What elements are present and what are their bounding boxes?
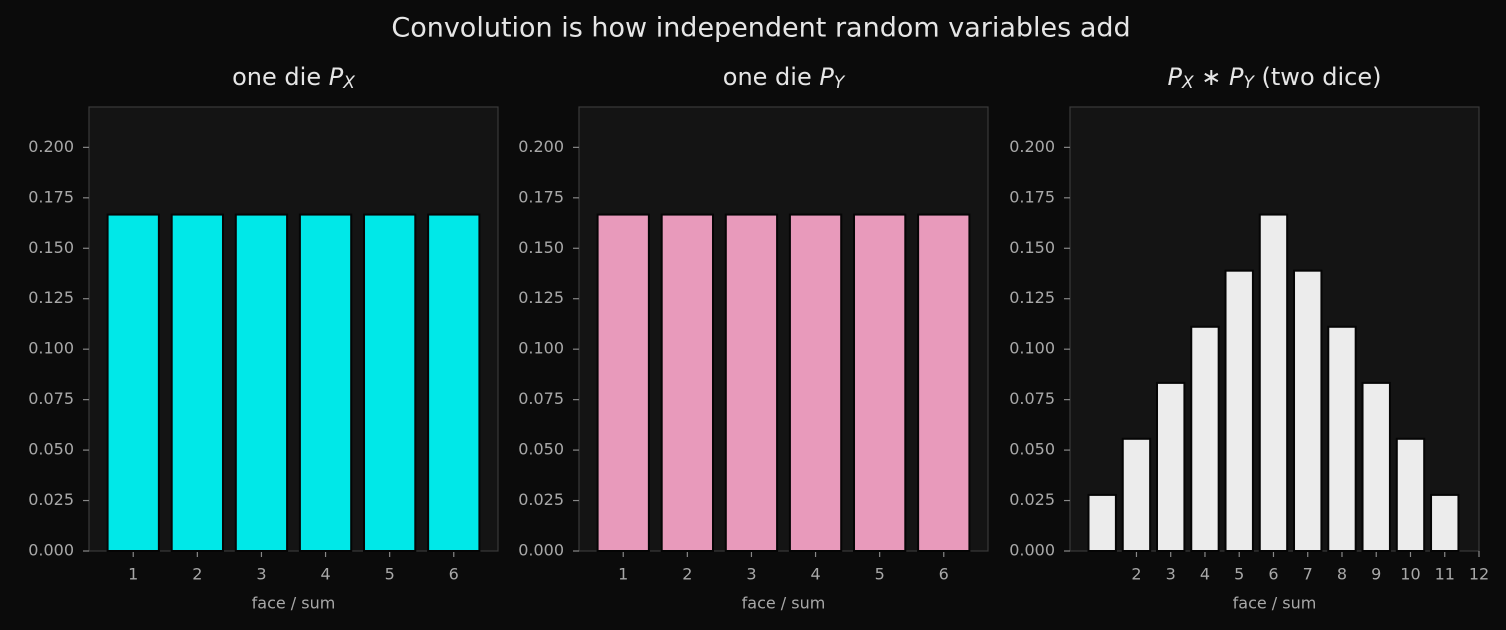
bar xyxy=(427,213,481,552)
panel-title: one die PX xyxy=(232,63,355,93)
y-tick-label: 0.175 xyxy=(28,187,74,206)
bar xyxy=(1224,269,1254,552)
x-tick-label: 2 xyxy=(192,565,202,584)
x-axis-label: face / sum xyxy=(252,594,336,613)
x-tick-label: 3 xyxy=(1166,565,1176,584)
y-tick-label: 0.050 xyxy=(518,440,564,459)
bar xyxy=(1430,493,1460,552)
bar xyxy=(660,213,714,552)
y-tick-label: 0.100 xyxy=(1009,339,1055,358)
title-part: (two dice) xyxy=(1254,63,1382,91)
x-tick-label: 4 xyxy=(320,565,330,584)
y-tick-label: 0.000 xyxy=(1009,541,1055,560)
y-tick-label: 0.200 xyxy=(518,137,564,156)
x-tick-label: 6 xyxy=(939,565,949,584)
y-tick-label: 0.150 xyxy=(28,238,74,257)
title-part: ∗ xyxy=(1194,63,1229,91)
bar xyxy=(788,213,843,552)
bar xyxy=(1121,437,1152,552)
title-part: Y xyxy=(1244,73,1256,93)
x-tick-label: 7 xyxy=(1303,565,1313,584)
y-tick-label: 0.125 xyxy=(1009,288,1055,307)
bar xyxy=(106,213,160,552)
y-tick-label: 0.150 xyxy=(1009,238,1055,257)
x-axis-label: face / sum xyxy=(1233,594,1317,613)
bar xyxy=(170,213,224,552)
y-tick-label: 0.025 xyxy=(28,490,74,509)
x-tick-label: 4 xyxy=(810,565,820,584)
x-tick-label: 10 xyxy=(1400,565,1420,584)
bar xyxy=(1258,213,1289,552)
y-tick-label: 0.200 xyxy=(1009,137,1055,156)
figure-title: Convolution is how independent random va… xyxy=(391,13,1130,44)
bar xyxy=(596,213,650,552)
title-part: P xyxy=(1229,63,1244,91)
y-tick-label: 0.075 xyxy=(518,389,564,408)
y-tick-label: 0.150 xyxy=(518,238,564,257)
y-tick-label: 0.000 xyxy=(28,541,74,560)
panel-title: PX ∗ PY (two dice) xyxy=(1168,63,1382,93)
x-tick-label: 2 xyxy=(682,565,692,584)
y-tick-label: 0.025 xyxy=(518,490,564,509)
y-tick-label: 0.075 xyxy=(28,389,74,408)
bar xyxy=(1395,437,1426,552)
title-part: one die xyxy=(723,63,820,91)
bar xyxy=(298,213,353,552)
y-tick-label: 0.050 xyxy=(28,440,74,459)
y-tick-label: 0.125 xyxy=(28,288,74,307)
title-part: P xyxy=(1168,63,1183,91)
x-tick-label: 3 xyxy=(746,565,756,584)
bar xyxy=(853,213,907,552)
y-tick-label: 0.125 xyxy=(518,288,564,307)
bar xyxy=(1087,493,1117,552)
bar xyxy=(363,213,417,552)
panel-title: one die PY xyxy=(723,63,846,93)
x-tick-label: 5 xyxy=(875,565,885,584)
x-tick-label: 2 xyxy=(1131,565,1141,584)
y-tick-label: 0.075 xyxy=(1009,389,1055,408)
title-part: Y xyxy=(834,73,846,93)
x-tick-label: 6 xyxy=(1268,565,1278,584)
y-tick-label: 0.100 xyxy=(518,339,564,358)
x-axis-label: face / sum xyxy=(742,594,826,613)
bar xyxy=(1327,325,1357,552)
bar xyxy=(234,213,289,552)
y-tick-label: 0.175 xyxy=(1009,187,1055,206)
bar xyxy=(1293,269,1323,552)
bar xyxy=(917,213,971,552)
title-part: X xyxy=(1181,73,1194,93)
title-part: P xyxy=(819,63,834,91)
y-tick-label: 0.100 xyxy=(28,339,74,358)
x-tick-label: 4 xyxy=(1200,565,1210,584)
y-tick-label: 0.025 xyxy=(1009,490,1055,509)
x-tick-label: 11 xyxy=(1435,565,1455,584)
bar xyxy=(1190,325,1220,552)
x-tick-label: 3 xyxy=(256,565,266,584)
bar xyxy=(1361,381,1391,553)
y-tick-label: 0.175 xyxy=(518,187,564,206)
x-tick-label: 6 xyxy=(449,565,459,584)
bar xyxy=(724,213,779,552)
x-tick-label: 9 xyxy=(1371,565,1381,584)
y-tick-label: 0.000 xyxy=(518,541,564,560)
x-tick-label: 5 xyxy=(1234,565,1244,584)
y-tick-label: 0.050 xyxy=(1009,440,1055,459)
y-tick-label: 0.200 xyxy=(28,137,74,156)
x-tick-label: 1 xyxy=(618,565,628,584)
x-tick-label: 1 xyxy=(128,565,138,584)
x-tick-label: 5 xyxy=(385,565,395,584)
x-tick-label: 8 xyxy=(1337,565,1347,584)
bar xyxy=(1156,381,1186,553)
title-part: P xyxy=(329,63,344,91)
title-part: X xyxy=(342,73,355,93)
title-part: one die xyxy=(232,63,329,91)
x-tick-label: 12 xyxy=(1469,565,1489,584)
